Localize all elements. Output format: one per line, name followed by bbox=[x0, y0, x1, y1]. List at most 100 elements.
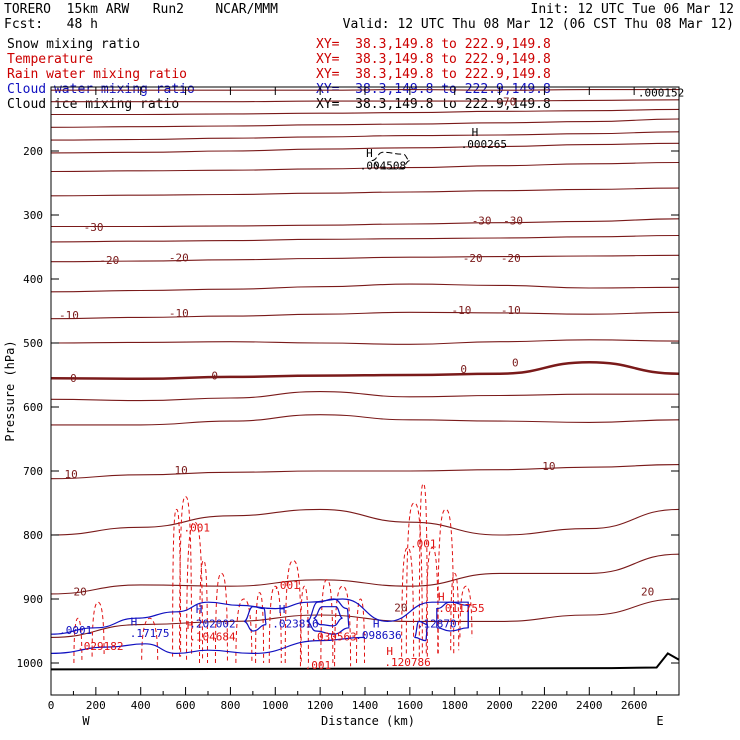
x-axis-label: Distance (km) bbox=[321, 714, 415, 728]
cloud-label-6: .12870 bbox=[417, 618, 457, 631]
temperature-label-21: 20 bbox=[641, 586, 654, 599]
y-tick-label-6: 800 bbox=[23, 529, 43, 542]
temperature-contour-10 bbox=[50, 254, 680, 263]
cloud-contours bbox=[50, 598, 469, 655]
cloud-contour-0 bbox=[50, 598, 469, 635]
rain-label-10: H bbox=[438, 591, 445, 604]
temperature-label-1: -30 bbox=[84, 221, 104, 234]
temperature-label-11: -10 bbox=[501, 304, 521, 317]
temperature-contour-15 bbox=[50, 391, 679, 402]
rain-contour-8 bbox=[235, 598, 253, 664]
contour-labels: -70 -30 -30 -30 -20 -20 -20 -20 -10 -10 -10 -10 0 0 0 0… bbox=[59, 86, 684, 672]
temperature-contour-1 bbox=[51, 99, 680, 103]
temperature-label-4: -20 bbox=[99, 254, 119, 267]
x-tick-label-9: 1800 bbox=[441, 699, 468, 712]
temperature-contour-8 bbox=[51, 218, 680, 228]
ice-label-1: .000265 bbox=[461, 138, 507, 151]
rain-label-0: .001 bbox=[184, 522, 211, 535]
temperature-label-20: 20 bbox=[394, 602, 407, 615]
rain-label-1: .001 bbox=[410, 538, 437, 551]
temperature-label-14: 0 bbox=[460, 363, 467, 376]
temperature-contour-11 bbox=[50, 283, 680, 293]
temperature-label-7: -20 bbox=[501, 252, 521, 265]
cloud-label-3: .023816 bbox=[272, 618, 318, 631]
temperature-label-12: 0 bbox=[70, 372, 77, 385]
rain-label-7: .104684 bbox=[189, 630, 236, 643]
temperature-contour-5 bbox=[50, 142, 680, 154]
temperature-label-3: -30 bbox=[503, 214, 523, 227]
temperature-label-15: 0 bbox=[512, 356, 519, 369]
y-tick-label-7: 900 bbox=[23, 593, 43, 606]
temperature-contour-3 bbox=[50, 118, 680, 128]
east-label: E bbox=[656, 714, 663, 728]
cloud-contour-4 bbox=[243, 606, 267, 632]
rain-contour-14 bbox=[334, 585, 352, 667]
y-tick-label-3: 500 bbox=[23, 337, 43, 350]
rain-label-5: .120786 bbox=[384, 656, 430, 669]
temperature-label-16: 10 bbox=[65, 468, 78, 481]
rain-contour-9 bbox=[255, 592, 265, 664]
temperature-label-19: 20 bbox=[74, 586, 87, 599]
ice-label-2: H bbox=[366, 147, 373, 160]
legend-temperature: Temperature bbox=[7, 52, 94, 67]
temperature-label-6: -20 bbox=[463, 252, 483, 265]
temperature-contour-7 bbox=[50, 187, 680, 197]
rain-contour-7 bbox=[214, 572, 228, 664]
axes: 0 200 400 600 800 1000 1200 1400 1600 1800 2000 220… bbox=[17, 87, 679, 712]
temperature-label-10: -10 bbox=[452, 304, 472, 317]
rain-contour-3 bbox=[172, 508, 182, 657]
temperature-label-17: 10 bbox=[174, 464, 187, 477]
west-label: W bbox=[82, 714, 90, 728]
temperature-label-2: -30 bbox=[472, 214, 492, 227]
rain-label-4: H bbox=[386, 645, 393, 658]
y-axis-label: Pressure (hPa) bbox=[3, 340, 17, 441]
cloud-label-4: H bbox=[373, 618, 380, 631]
rain-contour-2 bbox=[141, 617, 159, 660]
rain-contour-20 bbox=[437, 508, 455, 654]
rain-contour-11 bbox=[284, 560, 302, 664]
x-tick-label-4: 800 bbox=[220, 699, 240, 712]
ice-label-4: .000152 bbox=[638, 86, 684, 99]
y-tick-label-1: 300 bbox=[23, 209, 43, 222]
temperature-contour-19 bbox=[50, 553, 680, 595]
ice-contours bbox=[371, 151, 411, 170]
legend-cloud: Cloud water mixing ratio bbox=[7, 82, 195, 97]
x-tick-label-7: 1400 bbox=[352, 699, 379, 712]
rain-contours bbox=[73, 483, 473, 667]
temperature-contour-18 bbox=[50, 508, 680, 536]
temperature-label-13: 0 bbox=[211, 369, 218, 382]
x-tick-label-6: 1200 bbox=[307, 699, 334, 712]
x-tick-label-11: 2200 bbox=[531, 699, 558, 712]
x-tick-label-3: 600 bbox=[176, 699, 196, 712]
y-tick-label-8: 1000 bbox=[17, 657, 44, 670]
rain-contour-5 bbox=[186, 521, 204, 660]
rain-label-11: .011755 bbox=[438, 602, 484, 615]
x-tick-label-13: 2600 bbox=[621, 699, 648, 712]
rain-contour-13 bbox=[320, 579, 334, 667]
cloud-contour-2 bbox=[306, 598, 350, 635]
y-tick-label-0: 200 bbox=[23, 145, 43, 158]
cloud-contour-5 bbox=[436, 601, 469, 632]
valid-time: Valid: 12 UTC Thu 08 Mar 12 (06 CST Thu … bbox=[342, 17, 734, 32]
y-tick-label-2: 400 bbox=[23, 273, 43, 286]
rain-label-8: .030563 bbox=[310, 630, 356, 643]
rain-contour-4 bbox=[179, 496, 193, 657]
temperature-contour-6 bbox=[50, 161, 680, 173]
rain-contour-0 bbox=[73, 617, 83, 664]
x-tick-label-10: 2000 bbox=[486, 699, 513, 712]
rain-label-3: .001 bbox=[305, 659, 332, 672]
cloud-label-8: .17175 bbox=[130, 627, 170, 640]
temperature-label-8: -10 bbox=[59, 309, 79, 322]
temperature-label-5: -20 bbox=[169, 252, 189, 265]
temperature-contours bbox=[50, 89, 680, 638]
init-time: Init: 12 UTC Tue 06 Mar 12 bbox=[530, 2, 735, 17]
temperature-contour-2 bbox=[50, 108, 680, 116]
ice-contour bbox=[371, 151, 411, 170]
cloud-contour-3 bbox=[313, 606, 343, 627]
x-tick-label-2: 400 bbox=[131, 699, 151, 712]
y-tick-label-5: 700 bbox=[23, 465, 43, 478]
cloud-label-2: H bbox=[279, 603, 286, 616]
temperature-contour-9 bbox=[50, 234, 680, 243]
rain-contour-12 bbox=[299, 585, 309, 667]
